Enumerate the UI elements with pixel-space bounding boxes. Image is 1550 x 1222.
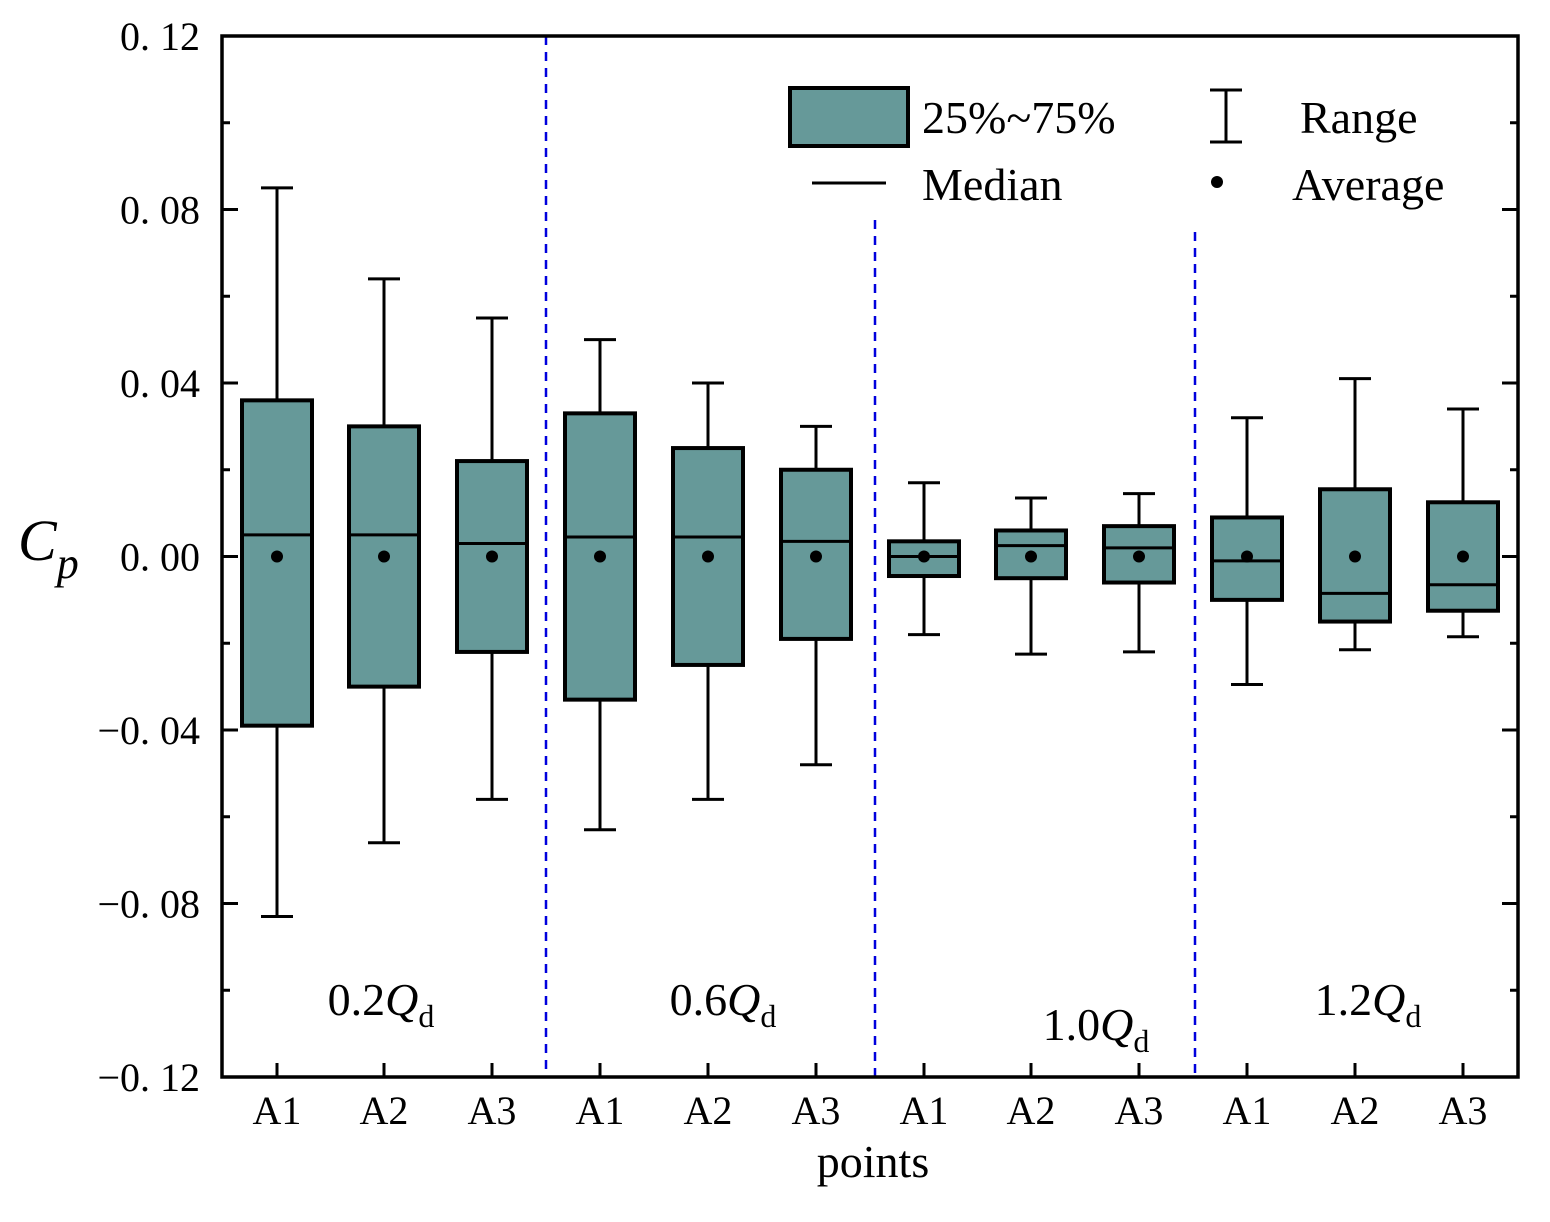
- y-tick-label: 0. 12: [120, 14, 200, 59]
- x-tick-label: A3: [1439, 1088, 1488, 1133]
- box-1.0-A3: [1102, 492, 1176, 654]
- group-label: 0.6Qd: [670, 974, 777, 1034]
- iqr-box: [1210, 515, 1284, 602]
- box-1.2-A2: [1318, 377, 1392, 652]
- y-tick-label: 0. 04: [120, 361, 200, 406]
- mean-dot: [1241, 550, 1253, 563]
- box-1.2-A3: [1426, 407, 1500, 639]
- x-tick-label: A1: [900, 1088, 949, 1133]
- iqr-box: [1318, 487, 1392, 624]
- legend: 25%~75% Range Median Average: [788, 86, 1444, 210]
- x-tick-label: A3: [1115, 1088, 1164, 1133]
- mean-dot: [1349, 550, 1361, 563]
- legend-range-label: Range: [1300, 92, 1418, 143]
- y-axis-title: Cp: [18, 508, 79, 588]
- x-tick-label: A2: [1331, 1088, 1380, 1133]
- group-label-q: Q: [1100, 999, 1133, 1050]
- box-1.2-A1: [1210, 416, 1284, 686]
- group-label-prefix: 1.0: [1043, 999, 1101, 1050]
- iqr-box: [887, 539, 961, 579]
- mean-dot: [810, 550, 822, 563]
- plot-frame: [220, 34, 1520, 1079]
- box-0.6-A2: [671, 381, 745, 801]
- mean-dot: [378, 550, 390, 563]
- iqr-box: [240, 398, 314, 728]
- box-0.2-A3: [455, 316, 529, 801]
- box-0.6-A1: [563, 338, 637, 832]
- x-tick-label: A2: [1007, 1088, 1056, 1133]
- mean-dot: [918, 550, 930, 563]
- box-0.2-A2: [347, 277, 421, 845]
- legend-average-symbol: [1211, 176, 1223, 188]
- legend-box-label: 25%~75%: [922, 92, 1116, 143]
- group-label: 0.2Qd: [328, 974, 435, 1034]
- x-tick-label: A1: [253, 1088, 302, 1133]
- box-1.0-A1: [887, 481, 961, 637]
- legend-average-label: Average: [1292, 159, 1444, 210]
- x-tick-label: A1: [1223, 1088, 1272, 1133]
- y-tick-label: 0. 08: [120, 188, 200, 233]
- x-tick-label: A2: [684, 1088, 733, 1133]
- group-label-q: Q: [385, 974, 418, 1025]
- plot-area: 0. 12 0. 08 0. 04 0. 00 −0. 04 −0. 08 −0. 12 A1…: [97, 14, 1520, 1133]
- x-axis-title: points: [817, 1136, 929, 1187]
- mean-dot: [1025, 550, 1037, 563]
- x-tick-label: A3: [468, 1088, 517, 1133]
- y-tick-label: −0. 12: [97, 1055, 200, 1100]
- mean-dot: [594, 550, 606, 563]
- legend-range-symbol: [1210, 88, 1242, 144]
- group-label-prefix: 0.2: [328, 974, 386, 1025]
- y-tick-label: −0. 08: [97, 882, 200, 927]
- y-axis-title-main: C: [18, 508, 58, 573]
- group-label-q: Q: [727, 974, 760, 1025]
- group-label: 1.0Qd: [1043, 999, 1150, 1059]
- y-tick-label: 0. 00: [120, 535, 200, 580]
- box-1.0-A2: [994, 496, 1068, 656]
- group-label-sub: d: [418, 998, 434, 1034]
- box-0.6-A3: [779, 424, 853, 767]
- group-label-sub: d: [1405, 998, 1421, 1034]
- group-label-sub: d: [1133, 1023, 1149, 1059]
- x-tick-label: A2: [360, 1088, 409, 1133]
- legend-box-swatch: [788, 86, 910, 148]
- x-tick-label: A3: [792, 1088, 841, 1133]
- legend-median-label: Median: [922, 159, 1063, 210]
- mean-dot: [271, 550, 283, 563]
- mean-dot: [1457, 550, 1469, 563]
- group-label-q: Q: [1372, 974, 1405, 1025]
- group-label-prefix: 0.6: [670, 974, 728, 1025]
- x-tick-label: A1: [576, 1088, 625, 1133]
- y-axis-title-sub: p: [54, 539, 79, 588]
- box-0.2-A1: [240, 186, 314, 919]
- y-tick-label: −0. 04: [97, 708, 200, 753]
- mean-dot: [486, 550, 498, 563]
- group-label: 1.2Qd: [1315, 974, 1422, 1034]
- mean-dot: [702, 550, 714, 563]
- group-label-sub: d: [760, 998, 776, 1034]
- group-label-prefix: 1.2: [1315, 974, 1373, 1025]
- mean-dot: [1133, 550, 1145, 563]
